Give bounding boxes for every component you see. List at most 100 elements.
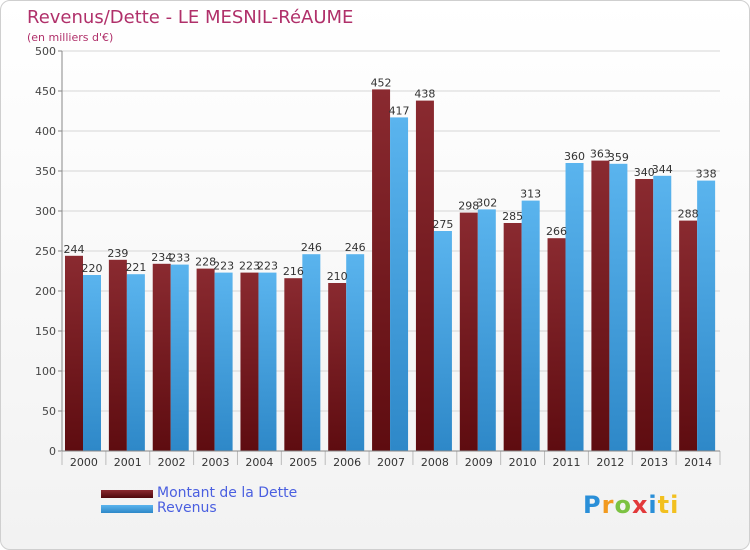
bar-revenue	[477, 209, 496, 451]
x-tick-label: 2004	[245, 456, 273, 469]
data-label-revenue: 223	[257, 260, 278, 273]
y-tick-label: 100	[35, 365, 56, 378]
bar-revenue	[653, 175, 672, 452]
y-tick-label: 150	[35, 325, 56, 338]
data-label-revenue: 338	[696, 168, 717, 181]
legend-swatch-revenue	[101, 505, 153, 513]
data-label-revenue: 302	[476, 196, 497, 209]
y-tick-label: 500	[35, 45, 56, 58]
bar-debt	[635, 179, 654, 451]
bar-revenue	[83, 275, 101, 451]
bar-revenue	[258, 272, 277, 451]
bar-revenue	[609, 163, 628, 452]
data-label-revenue: 360	[564, 150, 585, 163]
data-label-revenue: 313	[520, 188, 541, 201]
y-tick-label: 200	[35, 285, 56, 298]
x-tick-label: 2000	[70, 456, 98, 469]
legend-label-revenue: Revenus	[157, 500, 217, 516]
data-label-revenue: 223	[213, 260, 234, 273]
data-label-revenue: 417	[389, 104, 410, 117]
bar-debt	[240, 272, 259, 451]
y-tick-label: 400	[35, 125, 56, 138]
logo-letter: o	[614, 491, 632, 519]
x-tick-label: 2005	[289, 456, 317, 469]
data-label-debt: 363	[590, 148, 611, 161]
logo-letter: r	[601, 491, 615, 519]
legend-label-debt: Montant de la Dette	[157, 485, 298, 501]
bar-debt	[152, 263, 171, 451]
x-tick-label: 2008	[421, 456, 449, 469]
x-tick-label: 2006	[333, 456, 361, 469]
chart-subtitle: (en milliers d'€)	[27, 31, 114, 44]
y-tick-label: 450	[35, 85, 56, 98]
logo-letter: i	[648, 491, 658, 519]
data-label-revenue: 246	[301, 241, 322, 254]
bar-debt	[503, 223, 522, 451]
bar-debt	[591, 160, 610, 451]
x-tick-label: 2014	[684, 456, 712, 469]
data-label-revenue: 344	[652, 163, 673, 176]
data-label-debt: 298	[458, 200, 479, 213]
bar-debt	[108, 259, 127, 451]
x-tick-label: 2012	[596, 456, 624, 469]
bar-revenue	[565, 163, 584, 451]
bar-revenue	[346, 254, 365, 451]
logo-letter: P	[583, 491, 602, 519]
data-label-debt: 266	[546, 225, 567, 238]
data-label-debt: 340	[634, 166, 655, 179]
bar-debt	[372, 89, 391, 452]
x-tick-label: 2001	[114, 456, 142, 469]
data-label-revenue: 359	[608, 151, 629, 164]
data-label-debt: 210	[327, 270, 348, 283]
y-tick-label: 350	[35, 165, 56, 178]
bar-debt	[328, 283, 347, 451]
x-tick-label: 2003	[202, 456, 230, 469]
y-tick-label: 50	[42, 405, 56, 418]
proxiti-logo: Proxiti	[583, 491, 679, 519]
bar-revenue	[697, 180, 716, 451]
data-label-revenue: 220	[82, 262, 103, 275]
y-tick-label: 0	[49, 445, 56, 458]
data-label-debt: 223	[239, 260, 260, 273]
bar-debt	[459, 212, 478, 451]
bar-revenue	[302, 254, 321, 451]
chart-title: Revenus/Dette - LE MESNIL-RéAUME	[27, 7, 354, 28]
data-label-debt: 285	[502, 210, 523, 223]
y-tick-label: 250	[35, 245, 56, 258]
bar-revenue	[214, 272, 233, 451]
bar-revenue	[390, 117, 409, 452]
bar-revenue	[433, 231, 452, 451]
data-label-debt: 228	[195, 256, 216, 269]
data-label-debt: 234	[151, 251, 172, 264]
x-tick-label: 2013	[640, 456, 668, 469]
x-tick-label: 2007	[377, 456, 405, 469]
x-tick-label: 2010	[509, 456, 537, 469]
data-label-revenue: 246	[345, 241, 366, 254]
data-label-revenue: 221	[125, 261, 146, 274]
logo-letter: x	[631, 491, 649, 519]
data-label-debt: 452	[371, 76, 392, 89]
x-tick-label: 2002	[158, 456, 186, 469]
bar-revenue	[126, 274, 145, 451]
bar-revenue	[521, 200, 540, 451]
data-label-revenue: 275	[432, 218, 453, 231]
bar-debt	[547, 238, 566, 451]
bar-debt	[679, 220, 698, 451]
data-label-debt: 244	[64, 243, 85, 256]
x-tick-label: 2011	[552, 456, 580, 469]
legend-swatch-debt	[101, 490, 153, 498]
data-label-debt: 216	[283, 265, 304, 278]
bar-debt	[415, 100, 434, 451]
data-label-debt: 438	[414, 88, 435, 101]
logo-letter: ti	[657, 491, 680, 519]
y-tick-label: 300	[35, 205, 56, 218]
x-tick-label: 2009	[465, 456, 493, 469]
bar-debt	[196, 268, 215, 451]
data-label-revenue: 233	[169, 252, 190, 265]
bar-revenue	[170, 264, 189, 451]
data-label-debt: 288	[678, 208, 699, 221]
data-label-debt: 239	[107, 247, 128, 260]
bar-debt	[284, 278, 303, 451]
